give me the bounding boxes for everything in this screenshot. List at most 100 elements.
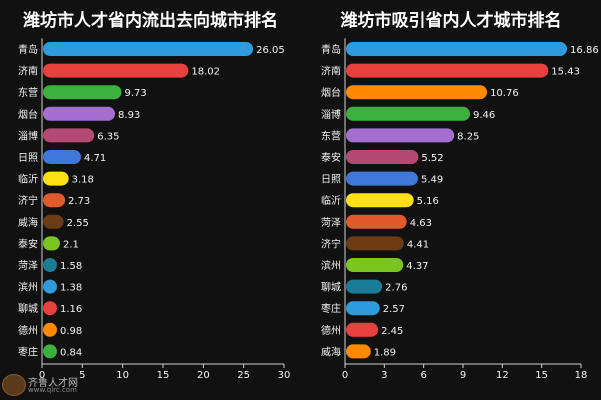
category-label: 菏泽 <box>18 260 38 272</box>
bar <box>346 214 407 229</box>
value-label: 18.02 <box>191 67 220 78</box>
x-tick-label: 0 <box>342 370 348 381</box>
category-label: 滨州 <box>18 281 38 294</box>
value-label: 4.41 <box>407 239 429 250</box>
bar <box>346 63 549 78</box>
value-label: 4.63 <box>410 218 432 229</box>
left-chart-svg: 青岛 26.05 济南 18.02 东营 9.73 烟台 8.93 淄博 6.35 日照 4.71 临沂… <box>18 38 290 381</box>
category-label: 烟台 <box>18 108 38 121</box>
value-label: 15.43 <box>551 67 580 78</box>
x-tick-label: 10 <box>116 370 129 381</box>
watermark: 齐鲁人才网 www.qlrc.com <box>2 374 112 396</box>
bar <box>346 301 380 316</box>
value-label: 10.76 <box>490 88 519 99</box>
bar <box>346 236 404 251</box>
category-label: 泰安 <box>18 237 38 250</box>
category-label: 枣庄 <box>321 302 341 315</box>
value-label: 1.89 <box>374 347 396 358</box>
right-chart-svg: 青岛 16.86 济南 15.43 烟台 10.76 淄博 9.46 东营 8.25 泰安 5.52 日… <box>321 38 599 381</box>
watermark-logo-icon <box>2 374 26 396</box>
value-label: 5.52 <box>421 153 443 164</box>
value-label: 9.73 <box>124 88 146 99</box>
value-label: 5.16 <box>417 196 439 207</box>
bar <box>43 63 189 78</box>
category-label: 聊城 <box>18 302 38 315</box>
category-label: 临沂 <box>321 194 341 207</box>
value-label: 26.05 <box>256 45 285 56</box>
category-label: 枣庄 <box>18 345 38 358</box>
value-label: 6.35 <box>97 131 119 142</box>
x-tick-label: 12 <box>496 370 509 381</box>
bar <box>43 171 69 186</box>
x-tick-label: 18 <box>575 370 588 381</box>
bar <box>346 279 383 294</box>
category-label: 泰安 <box>321 151 341 164</box>
category-label: 日照 <box>18 152 38 164</box>
left-chart-title: 潍坊市人才省内流出去向城市排名 <box>23 11 278 31</box>
category-label: 青岛 <box>18 43 38 56</box>
bar <box>346 150 419 164</box>
value-label: 1.38 <box>60 283 82 294</box>
x-tick-label: 25 <box>237 370 250 381</box>
category-label: 威海 <box>321 345 341 358</box>
bar <box>43 128 95 143</box>
category-label: 济南 <box>18 65 38 78</box>
value-label: 0.84 <box>60 347 82 358</box>
bar <box>346 344 371 359</box>
x-tick-label: 3 <box>381 370 387 381</box>
right-chart-panel: 潍坊市吸引省内人才城市排名 青岛 16.86 济南 15.43 烟台 10.76 淄博 9.4… <box>301 0 601 400</box>
x-tick-label: 15 <box>157 370 170 381</box>
category-label: 济宁 <box>18 194 38 207</box>
category-label: 临沂 <box>18 173 38 186</box>
value-label: 2.1 <box>63 239 79 250</box>
watermark-brand: 齐鲁人才网 <box>28 378 78 389</box>
bar <box>43 301 57 316</box>
value-label: 8.25 <box>457 131 479 142</box>
bar <box>43 258 57 272</box>
value-label: 2.55 <box>67 218 89 229</box>
value-label: 4.71 <box>84 153 106 164</box>
x-tick-label: 6 <box>420 370 426 381</box>
x-tick-label: 0 <box>39 370 45 381</box>
bar <box>43 150 81 164</box>
bar <box>43 106 116 121</box>
bar <box>43 322 57 337</box>
value-label: 3.18 <box>72 175 94 186</box>
watermark-url: www.qlrc.com <box>28 386 77 394</box>
bar <box>43 42 254 56</box>
category-label: 济南 <box>321 65 341 78</box>
bar <box>346 322 379 337</box>
value-label: 5.49 <box>421 175 443 186</box>
bar <box>346 171 418 186</box>
category-label: 日照 <box>321 174 341 186</box>
value-label: 0.98 <box>60 326 82 337</box>
bar <box>346 85 488 100</box>
category-label: 菏泽 <box>321 217 341 229</box>
category-label: 东营 <box>321 129 341 142</box>
category-label: 济宁 <box>321 237 341 250</box>
value-label: 2.76 <box>385 283 407 294</box>
category-label: 威海 <box>18 216 38 229</box>
bar <box>43 279 57 294</box>
category-label: 淄博 <box>18 129 38 142</box>
bar <box>346 258 404 272</box>
value-label: 2.45 <box>381 326 403 337</box>
bar <box>346 193 414 208</box>
bar <box>43 193 66 208</box>
category-label: 德州 <box>321 324 341 337</box>
category-label: 聊城 <box>321 281 341 294</box>
value-label: 2.57 <box>383 304 405 315</box>
bar <box>346 128 455 143</box>
bar <box>43 344 57 359</box>
value-label: 2.73 <box>68 196 90 207</box>
category-label: 烟台 <box>321 86 341 99</box>
category-label: 滨州 <box>321 259 341 272</box>
bar <box>346 106 471 121</box>
x-tick-label: 20 <box>197 370 210 381</box>
category-label: 德州 <box>18 324 38 337</box>
left-chart-panel: 潍坊市人才省内流出去向城市排名 青岛 26.05 济南 18.02 东营 9.73 烟台 8.… <box>18 11 290 381</box>
category-label: 青岛 <box>321 43 341 56</box>
bar <box>346 42 568 56</box>
category-label: 淄博 <box>321 108 341 121</box>
x-tick-label: 15 <box>535 370 548 381</box>
